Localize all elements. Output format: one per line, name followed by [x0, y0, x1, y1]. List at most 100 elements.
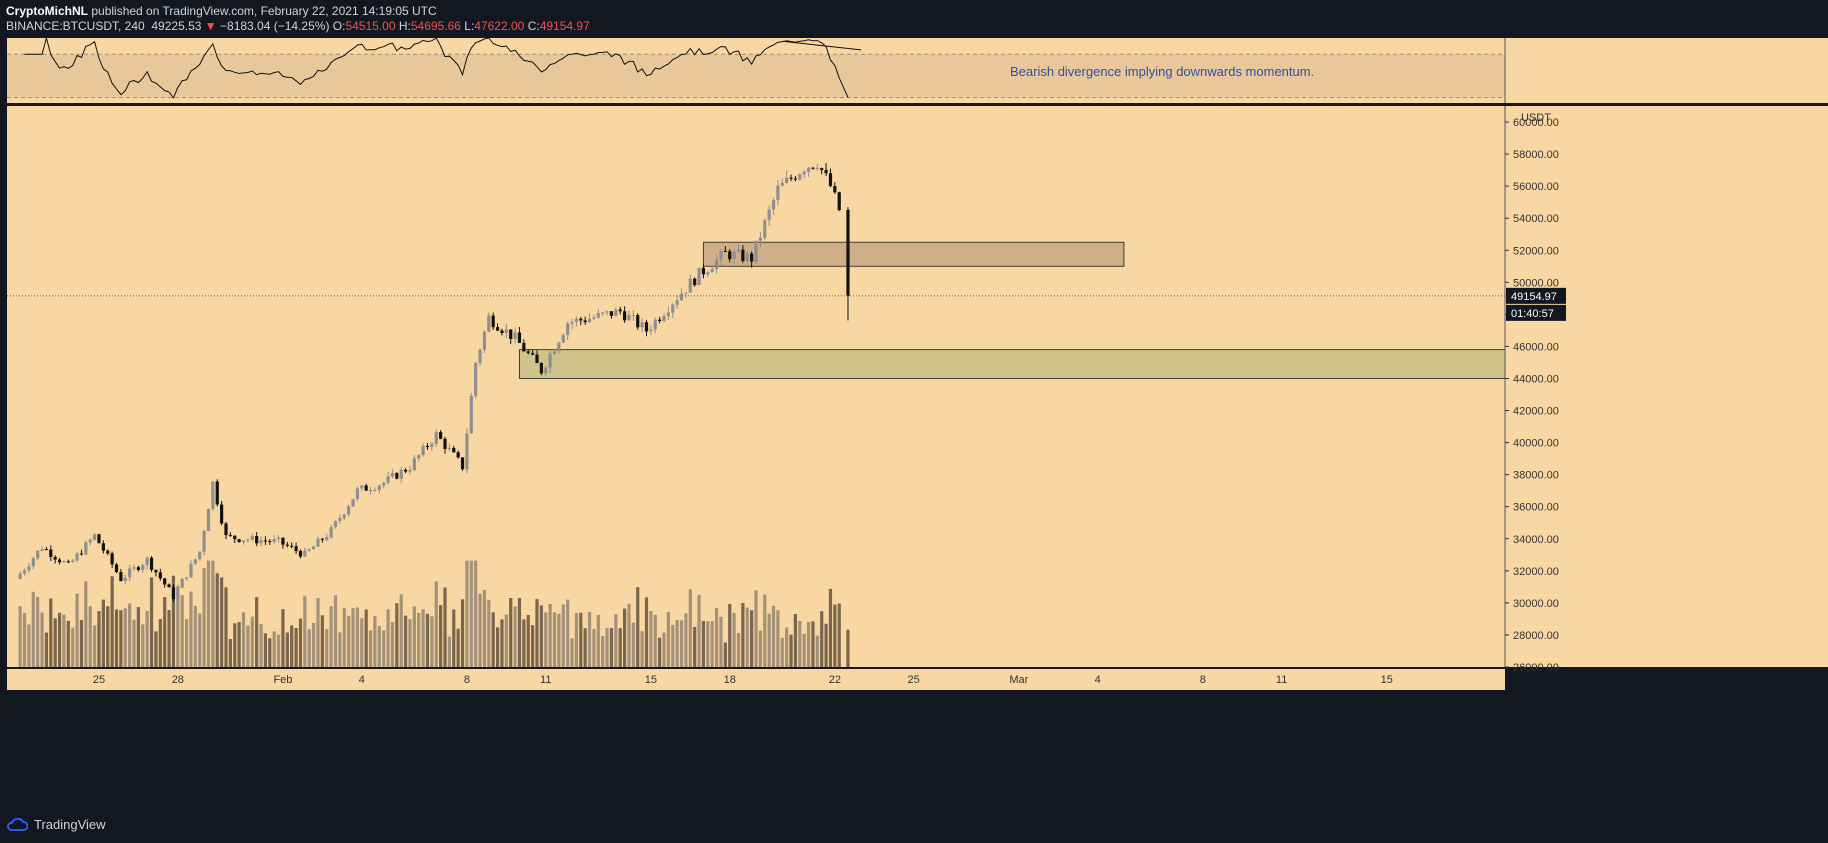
- volume-bar: [22, 612, 27, 667]
- volume-bar: [837, 603, 841, 667]
- candle-body: [460, 457, 465, 470]
- candle-body: [360, 485, 364, 489]
- candle-body: [119, 572, 123, 581]
- volume-bar: [780, 637, 784, 667]
- volume-bar: [290, 625, 294, 667]
- candle-body: [806, 167, 811, 172]
- volume-bar: [636, 587, 640, 667]
- candle-body: [425, 445, 430, 447]
- candle-body: [154, 569, 158, 573]
- candle-body: [474, 362, 478, 396]
- volume-bar: [570, 638, 574, 667]
- volume-bar: [57, 612, 62, 667]
- time-tick-label: 15: [1381, 674, 1393, 686]
- candle-body: [697, 267, 701, 286]
- candle-body: [491, 315, 495, 328]
- volume-bar: [675, 619, 679, 667]
- volume-bar: [522, 619, 526, 667]
- volume-bar: [320, 615, 324, 667]
- volume-bar: [548, 603, 552, 667]
- candle-body: [285, 544, 289, 546]
- countdown-label: 01:40:57: [1511, 308, 1554, 320]
- candle-body: [347, 506, 351, 515]
- candle-body: [320, 538, 324, 540]
- volume-bar: [596, 614, 600, 667]
- candle-body: [579, 318, 583, 321]
- volume-bar: [66, 620, 70, 667]
- tradingview-logo[interactable]: TradingView: [6, 814, 106, 834]
- time-tick-label: 18: [724, 674, 736, 686]
- volume-bar: [706, 621, 710, 667]
- candle-body: [75, 553, 79, 561]
- candle-body: [263, 540, 268, 542]
- volume-bar: [36, 596, 40, 667]
- volume-bar: [421, 609, 425, 667]
- price-pane[interactable]: [7, 106, 1505, 667]
- volume-bar: [79, 620, 84, 667]
- volume-bar: [767, 613, 771, 667]
- volume-bar: [460, 599, 465, 667]
- support-zone: [518, 349, 1506, 379]
- volume-bar: [395, 603, 399, 667]
- volume-bar: [325, 629, 329, 667]
- volume-bar: [789, 634, 793, 667]
- volume-bar: [154, 631, 158, 667]
- volume-bar: [224, 587, 228, 667]
- time-axis: [7, 669, 1505, 690]
- candle-body: [627, 315, 631, 321]
- volume-bar: [478, 593, 482, 667]
- volume-bar: [44, 632, 49, 667]
- volume-bar: [828, 588, 833, 667]
- candle-body: [193, 559, 197, 564]
- candle-body: [237, 539, 241, 543]
- volume-bar: [723, 642, 727, 667]
- volume-bar: [163, 597, 167, 667]
- candle-body: [215, 481, 219, 505]
- volume-bar: [430, 616, 434, 667]
- volume-bar: [609, 627, 614, 667]
- author-name[interactable]: CryptoMichNL: [6, 4, 88, 18]
- volume-bar: [662, 632, 666, 667]
- divergence-annotation: Bearish divergence implying downwards mo…: [1010, 64, 1314, 79]
- candle-body: [128, 568, 132, 578]
- volume-bar: [531, 625, 535, 667]
- volume-bar: [824, 623, 828, 667]
- volume-bar: [390, 622, 395, 667]
- open-value: 54515.00: [345, 19, 396, 33]
- last-value: 49225.53: [151, 19, 202, 33]
- volume-bar: [294, 627, 298, 667]
- rsi-line: [24, 36, 849, 99]
- volume-bar: [176, 586, 180, 667]
- volume-bar: [679, 620, 684, 667]
- rsi-price-axis: [1505, 38, 1828, 103]
- price-tick-label: 32000.00: [1513, 566, 1559, 578]
- candle-body: [145, 557, 149, 566]
- candle-body: [820, 168, 824, 170]
- volume-bar: [798, 620, 802, 667]
- volume-bar: [355, 607, 360, 667]
- volume-bar: [579, 612, 583, 667]
- candle-body: [609, 311, 614, 316]
- candle-body: [583, 320, 587, 323]
- candle-body: [403, 469, 408, 472]
- candle-body: [544, 367, 548, 374]
- candle-body: [316, 538, 320, 547]
- price-tick-label: 34000.00: [1513, 534, 1559, 546]
- volume-bar: [469, 560, 473, 667]
- candle-body: [596, 313, 600, 318]
- volume-bar: [741, 603, 745, 667]
- candle-body: [452, 448, 456, 453]
- volume-bar: [241, 612, 246, 667]
- candle-body: [66, 561, 70, 563]
- volume-bar: [592, 628, 596, 667]
- volume-bar: [653, 614, 657, 667]
- candle-body: [141, 565, 145, 570]
- candle-body: [368, 490, 373, 492]
- volume-bar: [754, 590, 758, 667]
- volume-bar: [386, 609, 390, 667]
- candle-body: [163, 578, 167, 585]
- volume-bar: [793, 614, 798, 667]
- candle-body: [522, 342, 526, 352]
- candle-body: [259, 540, 263, 544]
